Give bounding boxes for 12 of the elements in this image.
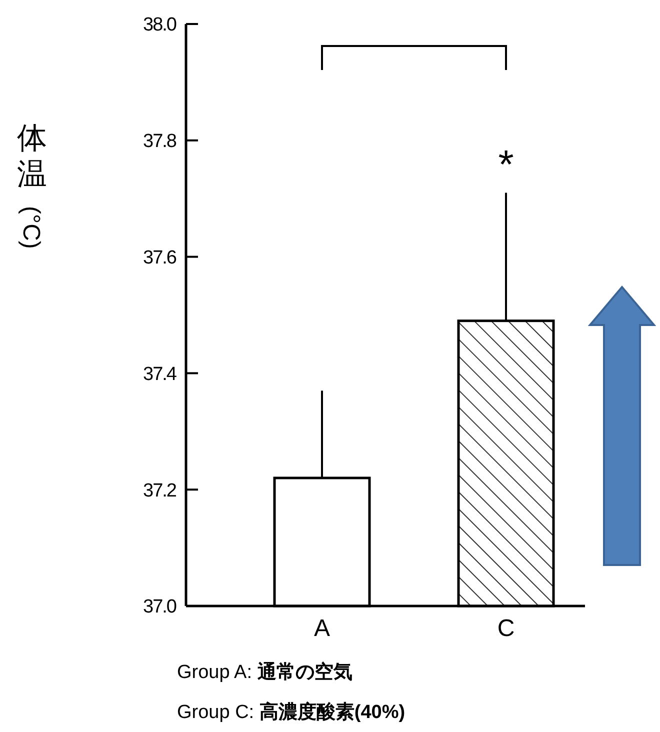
x-tick-label: A <box>314 615 330 642</box>
y-tick-label: 38.0 <box>143 14 176 36</box>
y-axis-title: 体温(°C) <box>17 122 47 249</box>
y-tick-label: 37.6 <box>143 247 176 268</box>
annotation: * <box>498 143 514 187</box>
y-tick-label: 37.2 <box>143 480 176 502</box>
y-tick-label: 37.0 <box>143 596 176 618</box>
text: Group A: 通常の空気 <box>177 661 352 683</box>
y-tick-label: 37.8 <box>143 131 176 152</box>
y-tick-label: 37.4 <box>143 364 178 385</box>
x-tick-label: C <box>497 615 515 642</box>
text: Group C: 高濃度酸素(40%) <box>177 701 406 723</box>
